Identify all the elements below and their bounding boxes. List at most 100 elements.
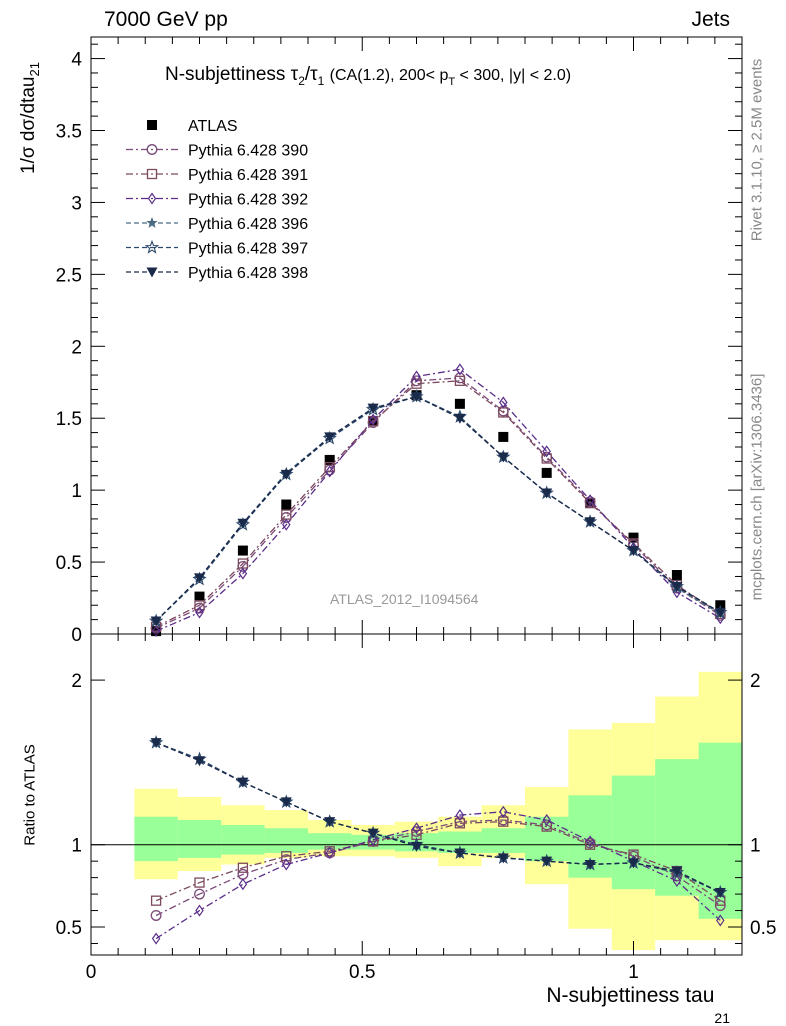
lower-point-s392 bbox=[238, 878, 248, 891]
title-sub2: 2 bbox=[298, 73, 305, 88]
lower-point-s392 bbox=[455, 809, 465, 822]
upper-point-s398 bbox=[411, 392, 422, 403]
x-axis-label: N-subjettiness tau 21 bbox=[546, 984, 730, 1026]
inner-band-bin bbox=[481, 828, 525, 853]
lower-line-s392 bbox=[155, 811, 721, 940]
upper-point-data bbox=[281, 499, 292, 510]
upper-point-s398 bbox=[584, 517, 596, 528]
lower-y-tick-label-right: 1 bbox=[750, 836, 761, 857]
upper-point-s398 bbox=[497, 452, 509, 463]
header-process-label: Jets bbox=[691, 8, 730, 31]
upper-point-data bbox=[324, 454, 335, 465]
upper-series-s391 bbox=[150, 375, 726, 632]
lower-point-s391 bbox=[194, 877, 205, 888]
lower-point-s398 bbox=[628, 858, 639, 869]
lower-y-tick-label-left: 2 bbox=[71, 671, 82, 692]
upper-point-s398 bbox=[671, 582, 683, 593]
lower-point-s391 bbox=[454, 818, 466, 829]
upper-point-data bbox=[628, 532, 639, 543]
title-main: N-subjettiness bbox=[165, 64, 286, 85]
upper-y-tick-label: 0.5 bbox=[56, 553, 82, 574]
x-tick-label: 1 bbox=[628, 962, 639, 983]
upper-series-s396 bbox=[150, 390, 726, 626]
lower-point-s398 bbox=[541, 856, 553, 867]
lower-y-tick-label-left: 1 bbox=[71, 836, 82, 857]
legend-entry-s396: Pythia 6.428 396 bbox=[126, 216, 308, 233]
upper-point-data bbox=[671, 570, 682, 581]
legend-label-data: ATLAS bbox=[188, 118, 238, 135]
title-tau1: τ bbox=[310, 64, 318, 85]
legend-entry-s398: Pythia 6.428 398 bbox=[126, 265, 308, 282]
upper-point-s391 bbox=[324, 461, 335, 473]
inner-band-bin bbox=[438, 831, 482, 853]
lower-point-s392 bbox=[151, 932, 161, 945]
legend-label-s397: Pythia 6.428 397 bbox=[188, 241, 308, 258]
lower-point-s392 bbox=[499, 805, 508, 818]
x-axis-label-sub: 21 bbox=[714, 1010, 730, 1026]
upper-point-data bbox=[541, 467, 552, 478]
upper-point-s391 bbox=[454, 375, 466, 386]
lower-point-s392 bbox=[716, 914, 725, 927]
upper-y-tick-label: 1 bbox=[71, 481, 82, 502]
inner-band-bin bbox=[264, 828, 308, 853]
lower-point-s398 bbox=[194, 756, 205, 767]
title-tau2: τ bbox=[290, 64, 299, 85]
upper-point-s392 bbox=[368, 413, 378, 426]
upper-y-tick-label: 2.5 bbox=[56, 265, 82, 286]
lower-point-s392 bbox=[412, 822, 421, 835]
lower-point-s391 bbox=[281, 851, 292, 862]
lower-point-s391 bbox=[150, 895, 162, 906]
title-sub1: 1 bbox=[317, 73, 325, 88]
title-subT: T bbox=[448, 75, 456, 88]
upper-y-tick-label: 2 bbox=[71, 337, 82, 358]
lower-line-s398 bbox=[155, 742, 721, 894]
upper-point-s398 bbox=[194, 573, 205, 584]
title-cond-a: (CA(1.2), 200< p bbox=[329, 67, 449, 84]
legend-entry-data: ATLAS bbox=[147, 118, 238, 135]
lower-line-s390 bbox=[155, 819, 721, 917]
upper-point-s392 bbox=[455, 363, 465, 376]
inner-band-bin bbox=[177, 820, 222, 858]
upper-point-s392 bbox=[151, 625, 161, 638]
upper-point-s392 bbox=[325, 465, 334, 478]
upper-line-s398 bbox=[155, 395, 721, 622]
upper-point-s392 bbox=[542, 445, 551, 458]
lower-point-s392 bbox=[368, 833, 378, 846]
upper-point-data bbox=[237, 545, 248, 556]
lower-y-tick-label-left: 0.5 bbox=[56, 918, 82, 939]
lower-point-s390 bbox=[150, 910, 162, 921]
upper-point-s398 bbox=[150, 616, 162, 627]
upper-point-s398 bbox=[324, 432, 336, 443]
upper-point-s398 bbox=[541, 488, 553, 499]
upper-point-s398 bbox=[280, 469, 292, 480]
lower-series-group bbox=[148, 735, 728, 945]
lower-point-s392 bbox=[585, 835, 595, 848]
legend-label-s391: Pythia 6.428 391 bbox=[188, 167, 308, 184]
upper-series-s390 bbox=[150, 372, 726, 634]
x-axis-label-text: N-subjettiness tau bbox=[546, 984, 715, 1007]
upper-point-s391 bbox=[584, 497, 596, 509]
upper-point-s398 bbox=[237, 518, 249, 529]
upper-y-tick-label: 1.5 bbox=[56, 409, 82, 430]
lower-point-s392 bbox=[672, 874, 682, 887]
upper-y-tick-label: 4 bbox=[71, 50, 82, 71]
lower-point-s398 bbox=[324, 817, 336, 828]
upper-point-s391 bbox=[194, 600, 205, 611]
upper-point-s398 bbox=[454, 413, 466, 424]
legend-label-s396: Pythia 6.428 396 bbox=[188, 216, 308, 233]
lower-point-s398 bbox=[367, 828, 379, 839]
upper-point-s392 bbox=[282, 518, 291, 531]
lower-point-s398 bbox=[454, 848, 466, 859]
lower-point-s392 bbox=[542, 813, 551, 827]
upper-y-tick-label: 3.5 bbox=[56, 122, 82, 143]
lower-point-s398 bbox=[150, 738, 162, 749]
upper-y-tick-label: 0 bbox=[71, 625, 82, 646]
upper-point-s398 bbox=[367, 403, 379, 414]
lower-point-s391 bbox=[237, 862, 249, 873]
title-cond-b: < 300, |y| < 2.0) bbox=[455, 67, 572, 84]
lower-point-s392 bbox=[195, 904, 204, 917]
lower-line-s391 bbox=[155, 821, 721, 902]
lower-y-tick-label-right: 2 bbox=[750, 671, 761, 692]
inner-band-bin bbox=[221, 824, 265, 855]
upper-point-s392 bbox=[195, 606, 204, 619]
